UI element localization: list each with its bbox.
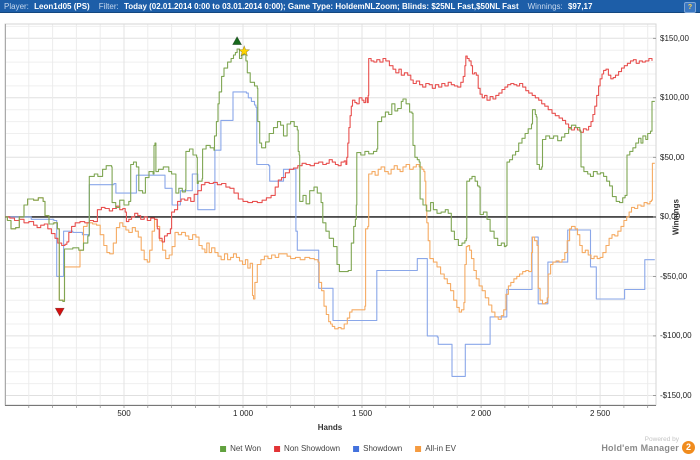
legend-label: All-in EV [425, 444, 456, 453]
player-label: Player: [4, 1, 29, 11]
title-bar: Player: Leon1d05 (PS) Filter: Today (02.… [0, 0, 700, 13]
y-tick-label: -$50,00 [660, 271, 688, 281]
x-tick-label: 2 500 [590, 409, 611, 418]
x-tick-label: 1 500 [352, 409, 373, 418]
y-tick-label: -$150,00 [660, 390, 692, 400]
player-info: Player: Leon1d05 (PS) [4, 2, 90, 11]
holdem-manager-logo-text: Hold'em Manager [601, 443, 679, 453]
powered-by-text: Powered by [644, 436, 679, 443]
legend-item-showdown[interactable]: Showdown [353, 444, 402, 453]
triangle-up-marker [232, 36, 243, 45]
series-line-all-in-ev [5, 162, 655, 330]
powered-by-branding: Powered by Hold'em Manager [601, 436, 679, 453]
filter-label: Filter: [98, 1, 119, 11]
y-tick-label: -$100,00 [660, 331, 692, 341]
series-line-non-showdown [5, 55, 653, 247]
winnings-label: Winnings: [527, 1, 563, 11]
legend-swatch-icon [274, 445, 281, 452]
filter-info: Filter: Today (02.01.2014 0:00 to 03.01.… [99, 2, 519, 11]
legend-item-all-in-ev[interactable]: All-in EV [415, 444, 456, 453]
legend-item-net-won[interactable]: Net Won [220, 444, 261, 453]
legend-swatch-icon [353, 445, 360, 452]
y-tick-label: $0,00 [660, 212, 681, 222]
y-tick-label: $100,00 [660, 93, 689, 103]
legend-label: Showdown [363, 444, 403, 453]
chart-legend: Net Won Non Showdown Showdown All-in EV [220, 444, 456, 453]
legend-swatch-icon [220, 445, 227, 452]
triangle-down-marker [54, 307, 65, 317]
legend-label: Non Showdown [284, 444, 341, 453]
series-line-net-won [5, 48, 655, 302]
player-value: Leon1d05 (PS) [34, 1, 90, 11]
y-tick-label: $150,00 [660, 33, 689, 43]
help-icon[interactable]: ? [684, 2, 696, 13]
x-tick-label: 500 [117, 409, 131, 418]
winnings-value: $97,17 [567, 1, 593, 11]
legend-label: Net Won [230, 444, 262, 453]
hm2-badge-icon: 2 [682, 441, 695, 454]
star-marker [238, 45, 251, 57]
legend-item-non-showdown[interactable]: Non Showdown [274, 444, 340, 453]
x-tick-label: 1 000 [233, 409, 254, 418]
filter-value: Today (02.01.2014 0:00 to 03.01.2014 0:0… [123, 1, 519, 11]
y-tick-label: $50,00 [660, 152, 685, 162]
y-axis-title: Winnings [671, 199, 681, 235]
legend-swatch-icon [415, 445, 422, 452]
x-axis-title: Hands [317, 423, 343, 432]
winnings-info: Winnings: $97,17 [528, 2, 593, 11]
x-tick-label: 2 000 [471, 409, 492, 418]
